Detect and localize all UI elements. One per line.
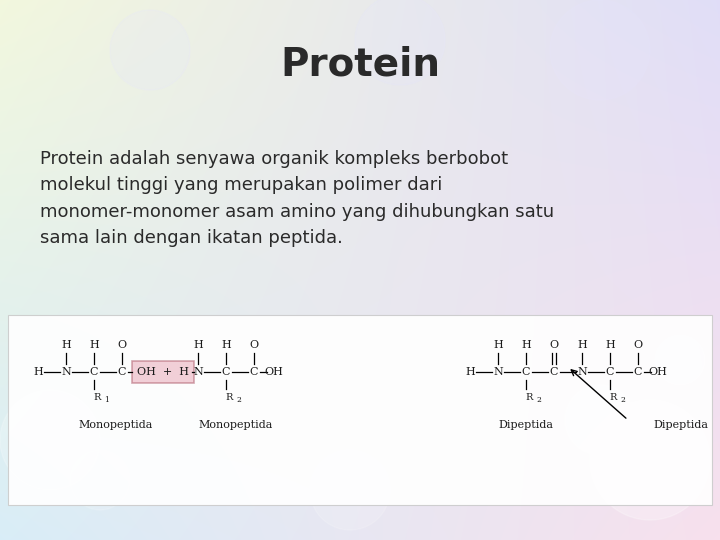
- Text: N: N: [493, 367, 503, 377]
- Text: C: C: [222, 367, 230, 377]
- Text: 2: 2: [236, 396, 241, 404]
- Text: C: C: [522, 367, 530, 377]
- Text: N: N: [61, 367, 71, 377]
- Text: C: C: [118, 367, 126, 377]
- Text: Protein: Protein: [280, 46, 440, 84]
- Text: C: C: [634, 367, 642, 377]
- Text: Dipeptida: Dipeptida: [498, 420, 554, 430]
- Bar: [132, 361, 194, 383]
- Circle shape: [355, 0, 445, 85]
- Text: R: R: [526, 393, 533, 402]
- Circle shape: [590, 400, 710, 520]
- Text: H: H: [521, 340, 531, 350]
- Text: 2: 2: [620, 396, 625, 404]
- Text: N: N: [577, 367, 587, 377]
- Text: Monopeptida: Monopeptida: [78, 420, 153, 430]
- Circle shape: [550, 0, 650, 100]
- Text: H: H: [89, 340, 99, 350]
- Text: C: C: [606, 367, 614, 377]
- Text: C: C: [550, 367, 558, 377]
- Text: OH: OH: [649, 367, 667, 377]
- Text: R: R: [609, 393, 617, 402]
- Text: Protein adalah senyawa organik kompleks berbobot
molekul tinggi yang merupakan p: Protein adalah senyawa organik kompleks …: [40, 150, 554, 247]
- Text: R: R: [94, 393, 101, 402]
- Circle shape: [310, 450, 390, 530]
- Text: N: N: [193, 367, 203, 377]
- Text: H: H: [33, 367, 43, 377]
- Text: H: H: [193, 340, 203, 350]
- Text: H: H: [221, 340, 231, 350]
- Text: H: H: [465, 367, 475, 377]
- Text: H: H: [493, 340, 503, 350]
- Text: O: O: [117, 340, 127, 350]
- Text: R: R: [225, 393, 233, 402]
- Text: C: C: [90, 367, 98, 377]
- Text: OH: OH: [264, 367, 284, 377]
- Text: Dipeptida: Dipeptida: [653, 420, 708, 430]
- Text: C: C: [250, 367, 258, 377]
- Circle shape: [70, 450, 130, 510]
- Text: 1: 1: [104, 396, 109, 404]
- Text: O: O: [634, 340, 642, 350]
- Text: H: H: [605, 340, 615, 350]
- Text: Monopeptida: Monopeptida: [199, 420, 273, 430]
- Circle shape: [0, 390, 100, 490]
- Circle shape: [110, 10, 190, 90]
- Text: O: O: [549, 340, 559, 350]
- Circle shape: [565, 385, 635, 455]
- Circle shape: [655, 335, 705, 385]
- Text: O: O: [249, 340, 258, 350]
- Text: H: H: [577, 340, 587, 350]
- Text: H: H: [61, 340, 71, 350]
- Text: 2: 2: [536, 396, 541, 404]
- Text: OH  +  H: OH + H: [137, 367, 189, 377]
- Bar: [8, 315, 712, 505]
